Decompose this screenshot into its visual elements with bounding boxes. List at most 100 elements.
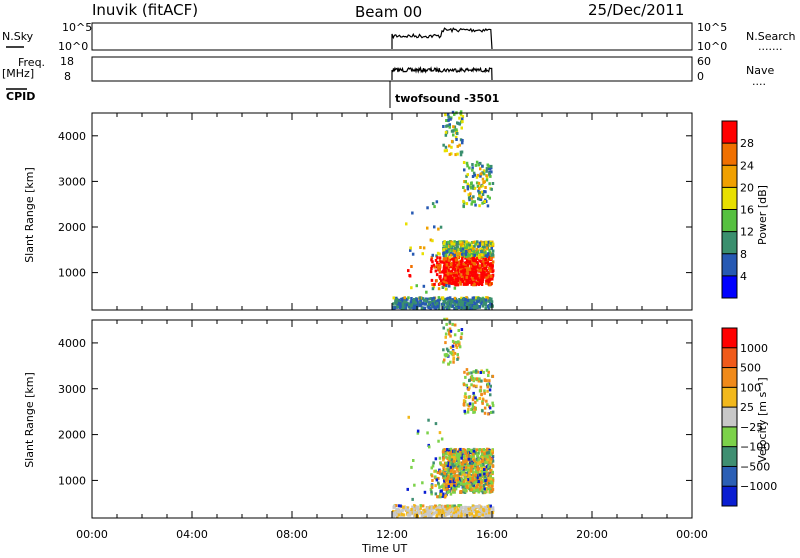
velocity-colorbar-frame	[721, 327, 738, 507]
velocity-echo-cell	[447, 478, 450, 482]
velocity-heatmap-cells	[392, 317, 495, 518]
velocity-echo-cell	[465, 459, 468, 463]
velocity-echo-cell	[471, 376, 475, 380]
power-echo-cell	[419, 246, 422, 249]
velocity-echo-cell	[426, 431, 429, 435]
velocity-echo-cell	[438, 510, 442, 514]
power-echo-cell	[485, 281, 488, 285]
power-echo-cell	[456, 241, 459, 245]
power-echo-cell	[462, 306, 466, 310]
power-echo-cell	[462, 161, 466, 164]
velocity-echo-cell	[470, 461, 473, 465]
velocity-echo-cell	[483, 452, 486, 456]
power-echo-cell	[468, 274, 472, 278]
power-echo-cell	[478, 194, 481, 198]
velocity-echo-cell	[484, 490, 487, 494]
velocity-echo-cell	[452, 511, 455, 515]
power-echo-cell	[470, 182, 473, 185]
velocity-echo-cell	[470, 455, 473, 459]
x-axis-label: Time UT	[361, 542, 407, 554]
power-echo-cell	[461, 256, 464, 260]
power-echo-cell	[462, 270, 466, 274]
velocity-echo-cell	[446, 461, 450, 465]
velocity-echo-cell	[462, 383, 466, 387]
velocity-echo-cell	[460, 328, 464, 331]
power-echo-cell	[461, 139, 464, 142]
power-echo-cell	[467, 257, 470, 261]
velocity-echo-cell	[473, 466, 477, 470]
power-echo-cell	[470, 267, 473, 271]
power-echo-cell	[475, 160, 479, 164]
velocity-echo-cell	[471, 480, 475, 484]
power-echo-cell	[453, 303, 456, 307]
velocity-echo-cell	[467, 507, 470, 511]
power-echo-cell	[487, 266, 491, 270]
power-echo-cell	[473, 305, 476, 308]
velocity-echo-cell	[462, 402, 466, 406]
power-echo-cell	[491, 260, 495, 264]
power-echo-cell	[465, 275, 468, 279]
power-echo-cell	[436, 263, 439, 267]
power-echo-cell	[462, 279, 465, 283]
power-echo-cell	[481, 272, 484, 276]
power-echo-cell	[480, 253, 484, 257]
velocity-echo-cell	[434, 484, 437, 488]
power-echo-cell	[455, 306, 459, 310]
power-echo-cell	[453, 286, 457, 290]
velocity-echo-cell	[472, 456, 476, 460]
velocity-echo-cell	[477, 505, 480, 508]
velocity-echo-cell	[483, 505, 486, 509]
velocity-echo-cell	[438, 456, 442, 460]
power-echo-cell	[447, 248, 450, 252]
velocity-echo-cell	[457, 450, 460, 454]
velocity-echo-cell	[478, 506, 482, 510]
power-echo-cell	[468, 281, 472, 284]
power-echo-cell	[458, 122, 461, 126]
power-echo-cell	[474, 203, 477, 207]
power-echo-cell	[489, 269, 492, 273]
power-echo-cell	[438, 298, 442, 302]
power-echo-cell	[443, 149, 447, 153]
power-echo-cell	[470, 196, 474, 200]
velocity-echo-cell	[474, 464, 477, 468]
velocity-echo-cell	[449, 346, 453, 349]
power-echo-cell	[473, 270, 476, 274]
velocity-echo-cell	[458, 509, 462, 513]
power-echo-cell	[485, 240, 488, 244]
power-echo-cell	[472, 186, 475, 190]
power-echo-cell	[422, 284, 426, 288]
power-echo-cell	[460, 268, 463, 272]
velocity-echo-cell	[465, 484, 468, 488]
velocity-echo-cell	[462, 485, 465, 489]
power-colorbar-band	[722, 143, 737, 166]
velocity-echo-cell	[466, 372, 469, 376]
velocity-echo-cell	[416, 507, 419, 511]
velocity-echo-cell	[481, 401, 484, 405]
velocity-echo-cell	[469, 506, 472, 510]
velocity-colorbar-band	[722, 387, 737, 408]
velocity-echo-cell	[466, 470, 470, 474]
velocity-echo-cell	[467, 468, 470, 472]
power-echo-cell	[480, 275, 483, 279]
velocity-echo-cell	[451, 452, 454, 456]
power-echo-cell	[490, 253, 494, 257]
power-echo-cell	[444, 113, 447, 117]
power-ytick-label: 4000	[58, 130, 86, 143]
power-echo-cell	[481, 280, 484, 283]
velocity-echo-cell	[411, 497, 414, 501]
velocity-echo-cell	[454, 448, 457, 452]
power-echo-cell	[410, 304, 413, 308]
velocity-echo-cell	[491, 459, 495, 463]
velocity-echo-cell	[436, 508, 439, 512]
power-echo-cell	[474, 273, 478, 277]
power-echo-cell	[447, 250, 450, 253]
power-echo-cell	[467, 301, 470, 305]
power-echo-cell	[490, 263, 493, 267]
power-echo-cell	[452, 265, 455, 269]
velocity-echo-cell	[458, 455, 462, 459]
velocity-colorbar-label: Velocity [m s⁻¹]	[756, 377, 769, 462]
power-echo-cell	[489, 174, 492, 178]
power-echo-cell	[426, 297, 429, 301]
velocity-echo-cell	[460, 470, 464, 474]
velocity-echo-cell	[443, 464, 447, 468]
